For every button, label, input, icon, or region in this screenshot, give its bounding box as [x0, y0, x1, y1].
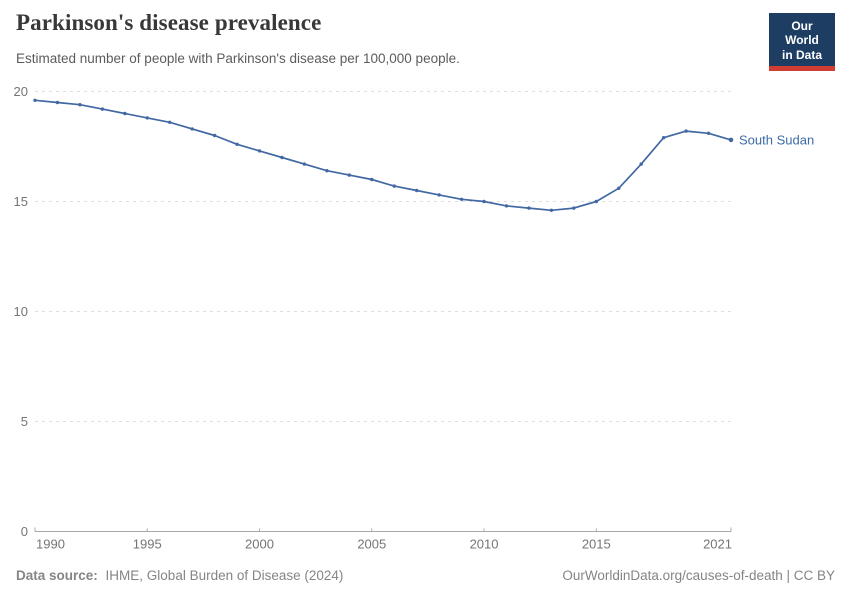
data-point-2002[interactable]	[302, 162, 307, 166]
x-tick-label-2010: 2010	[470, 537, 499, 552]
data-point-1996[interactable]	[168, 120, 172, 125]
chart-title: Parkinson's disease prevalence	[16, 10, 322, 35]
x-tick-label-2005: 2005	[357, 537, 386, 552]
data-point-2006[interactable]	[392, 184, 396, 188]
data-point-2020[interactable]	[706, 131, 711, 135]
x-tick-label-2021: 2021	[703, 537, 732, 552]
owid-logo-line1: Our World	[785, 19, 819, 48]
data-point-2018[interactable]	[661, 136, 666, 140]
data-source: Data source: IHME, Global Burden of Dise…	[16, 568, 343, 583]
data-point-2017[interactable]	[639, 162, 643, 166]
data-point-1991[interactable]	[55, 100, 60, 105]
data-point-2005[interactable]	[370, 177, 374, 182]
data-point-2011[interactable]	[504, 204, 509, 208]
x-tick-label-1990: 1990	[36, 537, 65, 552]
x-tick-label-2000: 2000	[245, 537, 274, 552]
data-source-label: Data source:	[16, 568, 98, 583]
data-point-2009[interactable]	[459, 197, 464, 201]
y-tick-label-10: 10	[14, 304, 28, 319]
series-label-south-sudan[interactable]: South Sudan	[739, 132, 814, 147]
owid-logo[interactable]: Our World in Data	[769, 13, 835, 72]
data-point-1995[interactable]	[145, 116, 149, 120]
data-point-1997[interactable]	[190, 127, 194, 131]
data-point-2021[interactable]	[728, 137, 734, 143]
data-point-2000[interactable]	[257, 149, 262, 153]
data-point-1999[interactable]	[235, 142, 239, 146]
data-point-2012[interactable]	[527, 206, 531, 210]
data-point-1994[interactable]	[123, 111, 127, 116]
data-point-1990[interactable]	[33, 98, 37, 103]
y-tick-label-20: 20	[14, 84, 28, 99]
data-point-2016[interactable]	[617, 186, 621, 190]
y-tick-label-15: 15	[14, 194, 28, 209]
chart-subtitle: Estimated number of people with Parkinso…	[16, 51, 460, 66]
x-tick-label-2015: 2015	[582, 537, 611, 552]
data-point-2014[interactable]	[572, 206, 576, 210]
chart-footer: Data source: IHME, Global Burden of Dise…	[16, 568, 835, 583]
data-point-2003[interactable]	[325, 169, 329, 173]
data-point-1998[interactable]	[212, 133, 217, 138]
series-line-south-sudan	[34, 99, 732, 212]
x-tick-label-1995: 1995	[133, 537, 162, 552]
data-point-2007[interactable]	[414, 188, 419, 193]
data-point-1993[interactable]	[100, 107, 105, 111]
data-source-value[interactable]: IHME, Global Burden of Disease (2024)	[105, 568, 344, 583]
data-point-2013[interactable]	[549, 208, 554, 212]
data-point-2001[interactable]	[280, 155, 284, 160]
y-tick-label-0: 0	[21, 524, 28, 539]
data-point-2008[interactable]	[437, 193, 441, 197]
credit-link[interactable]: OurWorldinData.org/causes-of-death | CC …	[562, 568, 835, 583]
owid-logo-line2: in Data	[781, 47, 822, 62]
data-point-2015[interactable]	[594, 199, 598, 204]
data-point-2019[interactable]	[684, 129, 688, 133]
data-point-2004[interactable]	[347, 173, 352, 177]
data-point-1992[interactable]	[78, 103, 82, 107]
data-point-2010[interactable]	[482, 199, 486, 204]
y-tick-label-5: 5	[21, 414, 28, 429]
